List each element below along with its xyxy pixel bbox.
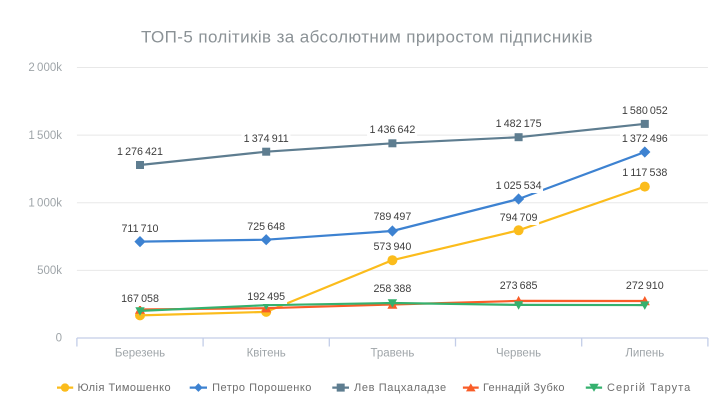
svg-text:Квітень: Квітень xyxy=(247,348,286,360)
svg-text:Травень: Травень xyxy=(370,348,414,360)
svg-text:1 500k: 1 500k xyxy=(28,130,62,142)
svg-text:500k: 500k xyxy=(37,265,62,277)
svg-text:Геннадій Зубко: Геннадій Зубко xyxy=(483,382,565,394)
svg-text:Лев Пацхаладзе: Лев Пацхаладзе xyxy=(354,382,447,394)
svg-text:Петро Порошенко: Петро Порошенко xyxy=(212,382,312,394)
svg-text:Липень: Липень xyxy=(625,348,664,360)
svg-text:Сергій Тарута: Сергій Тарута xyxy=(607,382,691,394)
svg-text:Березень: Березень xyxy=(115,348,165,360)
svg-text:0: 0 xyxy=(56,333,62,345)
svg-text:ТОП-5 політиків за абсолютним: ТОП-5 політиків за абсолютним приростом … xyxy=(141,28,593,47)
svg-text:Червень: Червень xyxy=(496,348,541,360)
svg-text:Юлія Тимошенко: Юлія Тимошенко xyxy=(78,382,172,394)
svg-text:2 000k: 2 000k xyxy=(28,62,62,74)
svg-text:1 000k: 1 000k xyxy=(28,197,62,209)
